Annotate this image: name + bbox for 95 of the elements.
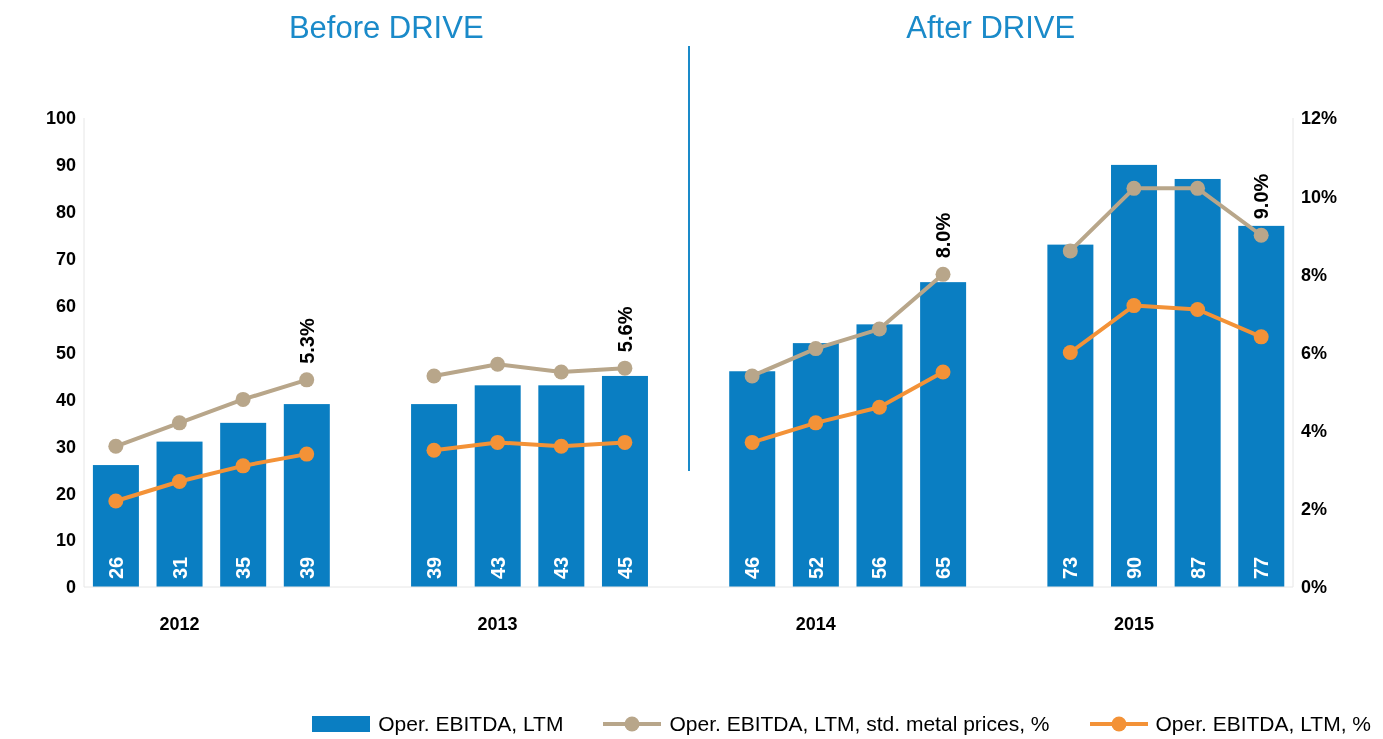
data-label: 43	[550, 556, 573, 579]
data-label: 39	[295, 556, 318, 579]
point	[299, 446, 315, 462]
y-tick-label: 50	[55, 342, 76, 363]
data-label: 90	[1123, 556, 1146, 579]
y2-tick-label: 8%	[1301, 264, 1328, 285]
point	[490, 356, 506, 372]
y-tick-label: 100	[45, 108, 76, 129]
y-tick-label: 80	[55, 202, 76, 223]
point	[871, 321, 887, 337]
point	[108, 438, 124, 454]
data-label: 31	[168, 556, 191, 579]
point	[935, 364, 951, 380]
point	[426, 442, 442, 458]
x-tick-label: 2012	[159, 613, 200, 634]
point	[235, 458, 251, 474]
x-tick-label: 2014	[795, 613, 836, 634]
bar	[220, 422, 267, 587]
point	[299, 372, 315, 388]
y2-tick-label: 10%	[1301, 186, 1338, 207]
point	[1062, 345, 1078, 360]
bar	[729, 371, 776, 587]
y2-tick-label: 2%	[1301, 499, 1328, 520]
bar	[601, 375, 648, 587]
data-label: 77	[1250, 556, 1273, 579]
point	[1126, 298, 1142, 314]
y-tick-label: 0	[65, 577, 76, 598]
point	[935, 266, 951, 282]
y-tick-label: 70	[55, 249, 76, 270]
point	[1190, 302, 1206, 318]
bar	[856, 324, 903, 587]
point	[1062, 243, 1078, 259]
data-label: 46	[741, 556, 764, 579]
data-label: 87	[1186, 556, 1209, 579]
data-label: 65	[932, 556, 955, 579]
point	[553, 438, 569, 454]
bar	[474, 385, 521, 587]
point	[871, 399, 887, 415]
bar	[156, 441, 203, 587]
data-label: 9.0%	[1250, 173, 1273, 220]
point	[171, 415, 187, 431]
data-label: 52	[804, 556, 827, 579]
point	[1190, 180, 1206, 196]
point	[235, 391, 251, 407]
point	[744, 434, 760, 450]
y2-tick-label: 4%	[1301, 421, 1328, 442]
point	[108, 493, 124, 509]
bar	[792, 343, 839, 587]
point	[808, 415, 824, 431]
data-label: 26	[104, 556, 127, 579]
data-label: 5.3%	[295, 318, 318, 364]
point	[617, 360, 633, 376]
y2-tick-label: 0%	[1301, 577, 1328, 598]
y2-tick-label: 6%	[1301, 342, 1328, 363]
point	[744, 368, 760, 384]
y-tick-label: 60	[55, 295, 76, 316]
legend-label: Oper. EBITDA, LTM	[378, 712, 564, 736]
text: After DRIVE	[905, 10, 1077, 46]
y-tick-label: 20	[55, 483, 76, 504]
bar	[1174, 178, 1221, 587]
point	[1253, 227, 1269, 243]
data-label: 45	[613, 556, 636, 579]
data-label: 43	[486, 556, 509, 579]
y-tick-label: 10	[55, 530, 76, 551]
point	[1126, 180, 1142, 196]
data-label: 8.0%	[932, 212, 955, 259]
y-tick-label: 40	[55, 389, 76, 410]
data-label: 56	[868, 556, 891, 579]
data-label: 5.6%	[613, 306, 636, 353]
legend-label: Oper. EBITDA, LTM, std. metal prices, %	[669, 712, 1050, 736]
point	[617, 434, 633, 450]
data-label: 73	[1059, 556, 1082, 579]
point	[808, 341, 824, 357]
bar	[1047, 244, 1094, 587]
y-tick-label: 30	[55, 436, 76, 457]
bar	[920, 282, 967, 587]
bar	[283, 404, 330, 587]
point	[490, 434, 506, 450]
text: Before DRIVE	[287, 10, 485, 46]
bar	[538, 385, 585, 587]
y-tick-label: 90	[55, 155, 76, 176]
bar	[1238, 225, 1285, 587]
bar	[411, 404, 458, 587]
bar	[1111, 164, 1158, 587]
x-tick-label: 2013	[477, 613, 518, 634]
point	[553, 364, 569, 380]
point	[171, 473, 187, 489]
data-label: 35	[232, 556, 255, 579]
bar	[92, 465, 139, 587]
point	[426, 368, 442, 384]
legend-label: Oper. EBITDA, LTM, %	[1155, 712, 1371, 736]
data-label: 39	[423, 556, 446, 579]
point	[1253, 329, 1269, 345]
x-tick-label: 2015	[1113, 613, 1154, 634]
y2-tick-label: 12%	[1301, 108, 1338, 129]
